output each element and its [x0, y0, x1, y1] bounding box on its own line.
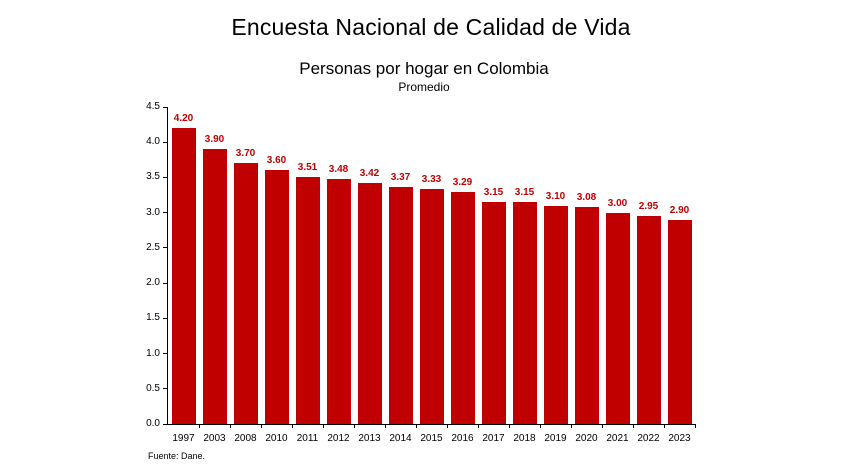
- bar: [357, 183, 382, 424]
- bar-value-label: 3.33: [421, 174, 442, 186]
- bar-value-label: 3.60: [266, 155, 287, 167]
- bar: [450, 192, 475, 424]
- y-axis-label: 4.5: [146, 101, 160, 112]
- x-tick: [539, 424, 541, 428]
- x-tick: [663, 424, 665, 428]
- x-axis-label: 2013: [358, 433, 381, 444]
- bar-value-label: 2.90: [669, 204, 690, 216]
- x-axis-label: 2020: [575, 433, 598, 444]
- bar-value-label: 3.15: [483, 187, 504, 199]
- x-tick: [322, 424, 324, 428]
- y-tick: [163, 212, 167, 214]
- bar-value-label: 3.08: [576, 192, 597, 204]
- y-tick: [163, 388, 167, 390]
- y-axis-label: 1.5: [146, 312, 160, 324]
- y-tick: [163, 317, 167, 319]
- bar-value-label: 3.70: [235, 148, 256, 160]
- bar-value-label: 3.29: [452, 177, 473, 189]
- x-tick: [477, 424, 479, 428]
- x-tick: [601, 424, 603, 428]
- x-tick: [384, 424, 386, 428]
- chart-title: Encuesta Nacional de Calidad de Vida: [231, 14, 631, 40]
- bar-value-label: 2.95: [638, 201, 659, 213]
- bar: [512, 202, 537, 424]
- y-axis-label: 0.0: [146, 418, 160, 429]
- y-axis-label: 3.5: [146, 171, 160, 183]
- bar-value-label: 3.15: [514, 187, 535, 199]
- y-tick: [163, 353, 167, 355]
- bar-value-label: 3.48: [328, 163, 349, 175]
- y-axis-label: 1.0: [146, 347, 160, 359]
- x-tick: [291, 424, 293, 428]
- x-axis-label: 2016: [451, 433, 474, 444]
- x-axis-label: 2014: [389, 433, 412, 444]
- bar: [574, 207, 599, 424]
- y-axis-label: 0.5: [146, 382, 160, 394]
- bar: [543, 205, 568, 424]
- bar-value-label: 3.00: [607, 197, 628, 209]
- y-axis-label: 2.5: [146, 241, 160, 253]
- plot-area: 0.0 0.5 1.0 1.5 2.0 2.5 3.0 3.5 4.0 4.5 4.20 1997 3.…: [146, 101, 696, 444]
- x-axis-label: 2010: [265, 433, 288, 444]
- x-tick: [508, 424, 510, 428]
- x-axis-label: 2018: [513, 433, 536, 444]
- bar: [605, 212, 630, 424]
- y-tick: [163, 247, 167, 249]
- x-axis-label: 2017: [482, 433, 505, 444]
- y-tick: [163, 176, 167, 178]
- x-tick: [198, 424, 200, 428]
- y-tick: [163, 282, 167, 284]
- source-note: Fuente: Dane.: [148, 451, 206, 461]
- bar: [667, 219, 692, 424]
- x-axis-label: 2003: [203, 433, 226, 444]
- x-tick: [694, 424, 696, 428]
- bar: [388, 186, 413, 424]
- x-axis-label: 2012: [327, 433, 350, 444]
- y-tick: [163, 423, 167, 425]
- x-tick: [229, 424, 231, 428]
- chart-subtitle-promedio: Promedio: [398, 80, 450, 94]
- x-axis-label: 2021: [606, 433, 629, 444]
- y-axis-label: 3.0: [146, 206, 160, 218]
- x-tick: [415, 424, 417, 428]
- bar: [233, 163, 258, 424]
- x-axis-label: 2023: [668, 433, 691, 444]
- bar: [171, 128, 196, 424]
- x-axis-label: 1997: [172, 433, 195, 444]
- bar: [419, 189, 444, 424]
- bar-value-label: 4.20: [173, 113, 194, 125]
- x-axis-label: 2019: [544, 433, 567, 444]
- x-axis-label: 2015: [420, 433, 443, 444]
- bar: [295, 176, 320, 424]
- x-tick: [632, 424, 634, 428]
- chart-subtitle: Personas por hogar en Colombia: [299, 59, 549, 78]
- bar: [481, 202, 506, 424]
- y-tick: [163, 106, 167, 108]
- x-tick: [446, 424, 448, 428]
- x-axis-label: 2022: [637, 433, 660, 444]
- x-tick: [353, 424, 355, 428]
- bar-value-label: 3.90: [204, 134, 225, 146]
- bar-value-label: 3.51: [297, 161, 318, 173]
- y-tick: [163, 141, 167, 143]
- y-axis-label: 4.0: [146, 136, 160, 148]
- bar-value-label: 3.42: [359, 168, 380, 180]
- x-axis-label: 2011: [296, 433, 319, 444]
- bar: [326, 178, 351, 424]
- bar-value-label: 3.10: [545, 190, 566, 202]
- x-tick: [260, 424, 262, 428]
- x-tick: [570, 424, 572, 428]
- bar-value-label: 3.37: [390, 171, 411, 183]
- bar: [202, 149, 227, 424]
- y-axis-label: 2.0: [146, 277, 160, 289]
- x-axis-label: 2008: [234, 433, 257, 444]
- bar: [264, 170, 289, 424]
- bar: [636, 216, 661, 424]
